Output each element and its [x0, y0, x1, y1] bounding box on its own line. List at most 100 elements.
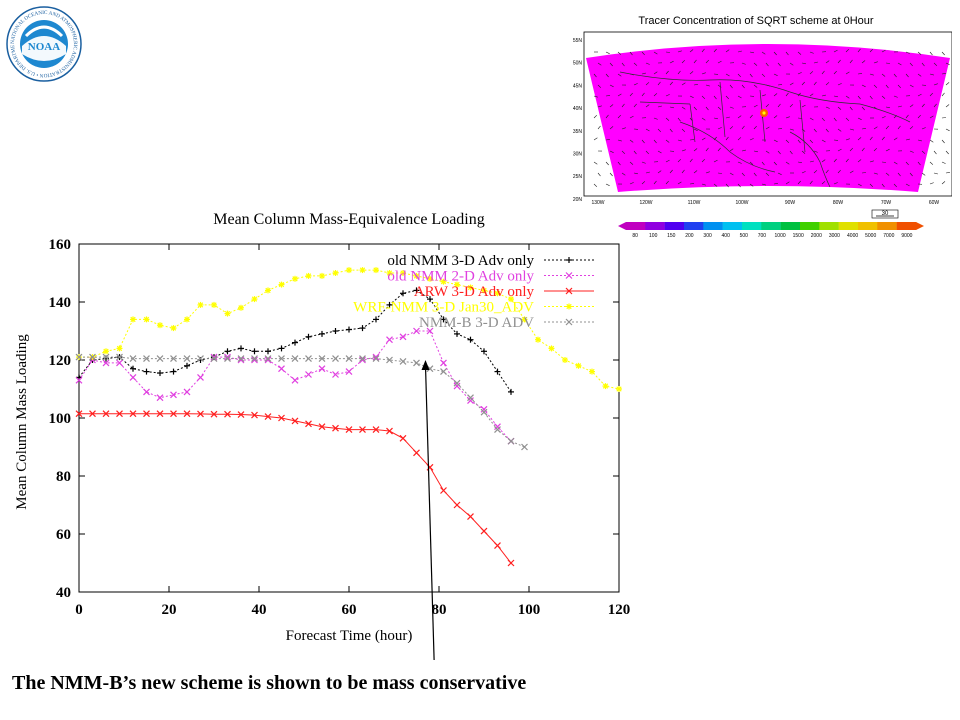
wind-vector [753, 104, 758, 108]
wind-vector [905, 161, 909, 166]
wind-vector [669, 81, 673, 86]
wind-vector [633, 150, 637, 155]
x-tick-label: 60 [342, 602, 357, 618]
map-lat-label: 25N [573, 174, 583, 180]
wind-vector [693, 84, 698, 86]
wind-vector [749, 161, 754, 165]
data-point [116, 359, 123, 367]
wind-vector [717, 147, 721, 152]
legend-item: old NMM 2-D Adv only [387, 269, 594, 285]
wind-vector [897, 84, 902, 89]
wind-vector [689, 49, 694, 53]
wind-vector [917, 51, 922, 55]
wind-vector [737, 50, 742, 53]
data-point [170, 368, 177, 375]
wind-vector [653, 51, 658, 55]
data-point [224, 348, 231, 355]
data-point [467, 336, 474, 343]
data-point [102, 359, 110, 367]
wind-vector [689, 139, 695, 141]
data-point [440, 316, 447, 323]
data-point [399, 358, 407, 365]
wind-vector [593, 183, 598, 188]
wind-vector [917, 73, 922, 77]
wind-vector [873, 147, 878, 152]
data-point [467, 513, 474, 521]
data-point [602, 383, 609, 390]
wind-vector [665, 70, 669, 75]
wind-vector [677, 139, 682, 142]
wind-vector [737, 73, 742, 78]
wind-vector [881, 49, 886, 53]
wind-vector [885, 125, 889, 130]
data-point [521, 443, 528, 451]
data-point [494, 426, 501, 434]
wind-vector [717, 172, 723, 174]
wind-vector [917, 139, 922, 142]
wind-vector [945, 82, 950, 86]
wind-vector [645, 150, 650, 155]
wind-vector [633, 62, 638, 66]
wind-vector [809, 117, 814, 121]
wind-vector [873, 84, 878, 89]
wind-vector [873, 61, 878, 64]
wind-vector [837, 169, 841, 174]
data-point [413, 287, 420, 294]
wind-vector [701, 48, 705, 53]
wind-vector [753, 84, 758, 88]
wind-vector [921, 103, 925, 108]
wind-vector [653, 139, 657, 144]
wind-vector [653, 180, 657, 185]
data-point [75, 410, 83, 418]
data-point [453, 382, 461, 390]
data-point [427, 275, 433, 282]
wind-vector [933, 103, 937, 108]
wind-vector [713, 48, 717, 53]
wind-vector [785, 116, 790, 119]
wind-vector [909, 104, 914, 108]
wind-vector [881, 95, 886, 99]
legend-label: ARW 3-D Adv only [414, 284, 535, 300]
wind-vector [725, 95, 730, 100]
data-point [413, 359, 420, 367]
coastlines [619, 71, 911, 188]
data-point [399, 333, 407, 341]
wind-vector [593, 161, 598, 165]
data-point [467, 284, 474, 291]
data-point [305, 355, 312, 362]
wind-vector [641, 51, 645, 56]
noaa-logo: NATIONAL OCEANIC AND ATMOSPHERIC ADMINIS… [4, 2, 82, 82]
data-point [89, 410, 96, 418]
data-point [129, 373, 137, 381]
colorbar-swatch [684, 222, 704, 230]
colorbar-label: 500 [740, 233, 749, 239]
wind-vector [941, 73, 946, 75]
data-point [183, 355, 191, 362]
wind-vector [849, 59, 853, 64]
wind-vector [597, 62, 602, 66]
wind-vectors [593, 48, 950, 188]
wind-vector [741, 149, 746, 152]
wind-vector [909, 172, 913, 177]
colorbar-swatch [858, 222, 878, 230]
wind-vector [677, 158, 682, 163]
wind-vector [857, 183, 862, 187]
wind-vector [633, 103, 637, 108]
wind-vector [725, 73, 730, 77]
wind-vector [753, 125, 757, 130]
wind-vector [737, 183, 741, 188]
wind-vector [701, 158, 706, 163]
data-point [116, 410, 123, 418]
wind-vector [593, 137, 598, 141]
arrow-shaft [424, 365, 436, 674]
wind-vector [821, 181, 826, 185]
wind-vector [605, 161, 609, 166]
data-point [426, 327, 434, 335]
wind-vector [773, 183, 778, 185]
data-point [130, 365, 136, 372]
wind-vector [621, 150, 626, 155]
data-point [129, 355, 137, 362]
data-point [305, 333, 312, 340]
data-point [440, 487, 447, 494]
wind-vector [837, 106, 842, 110]
